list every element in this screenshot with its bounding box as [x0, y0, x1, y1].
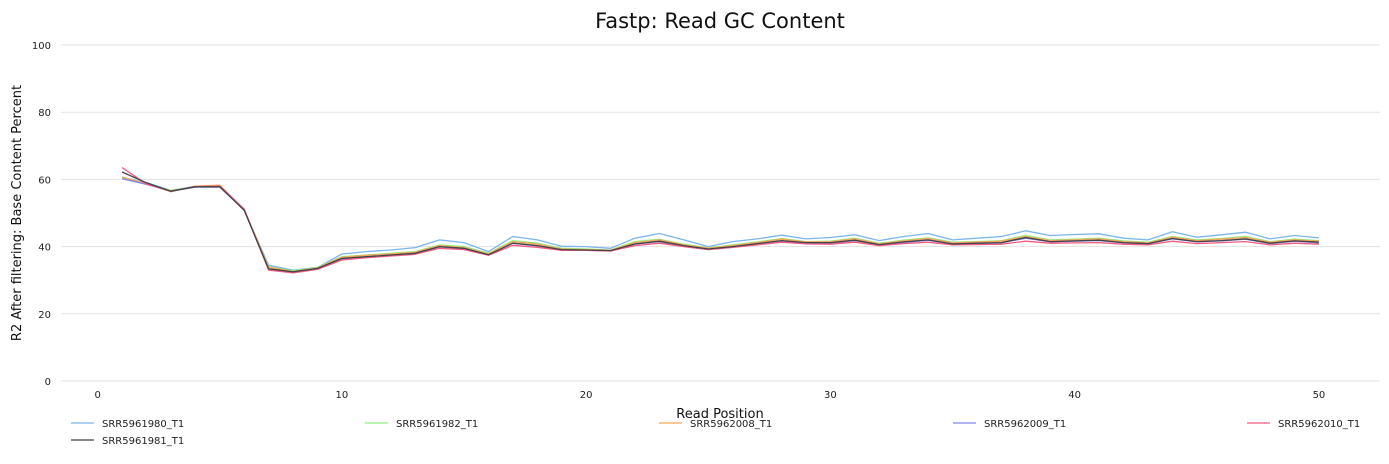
chart-title: Fastp: Read GC Content	[595, 9, 845, 33]
legend-label: SRR5962008_T1	[690, 419, 772, 430]
y-tick-label: 0	[45, 377, 51, 388]
series-line-srr5962010_t1	[121, 167, 1319, 274]
x-tick-label: 20	[580, 390, 593, 401]
y-tick-label: 40	[38, 243, 51, 254]
series-line-srr5961982_t1	[121, 177, 1319, 272]
y-axis-ticks: 0 20 40 60 80 100	[32, 41, 51, 388]
y-axis-title: R2 After filtering: Base Content Percent	[10, 85, 25, 341]
y-tick-label: 20	[38, 310, 51, 321]
legend-label: SRR5962009_T1	[984, 419, 1066, 430]
legend-item: SRR5961982_T1	[365, 419, 478, 430]
legend-item: SRR5962010_T1	[1247, 419, 1360, 430]
series-line-srr5961980_t1	[121, 176, 1319, 271]
legend-item: SRR5961981_T1	[71, 436, 184, 447]
x-axis-ticks: 0 10 20 30 40 50	[94, 390, 1325, 401]
y-tick-label: 60	[38, 175, 51, 186]
series-line-srr5961981_t1	[121, 171, 1319, 273]
legend-item: SRR5962009_T1	[953, 419, 1066, 430]
legend-label: SRR5961982_T1	[396, 419, 478, 430]
legend-item: SRR5962008_T1	[659, 419, 772, 430]
legend: SRR5961980_T1 SRR5961982_T1 SRR5962008_T1 S…	[71, 419, 1360, 447]
grid-lines	[61, 44, 1380, 382]
x-axis-title: Read Position	[676, 407, 763, 422]
legend-item: SRR5961980_T1	[71, 419, 184, 430]
x-tick-label: 50	[1313, 390, 1326, 401]
series-line-srr5962008_t1	[121, 176, 1319, 273]
x-tick-label: 40	[1068, 390, 1081, 401]
series-lines	[121, 167, 1319, 274]
x-tick-label: 30	[824, 390, 837, 401]
y-tick-label: 80	[38, 108, 51, 119]
legend-label: SRR5962010_T1	[1278, 419, 1360, 430]
x-tick-label: 0	[94, 390, 100, 401]
legend-label: SRR5961981_T1	[102, 436, 184, 447]
y-tick-label: 100	[32, 41, 51, 52]
legend-label: SRR5961980_T1	[102, 419, 184, 430]
x-tick-label: 10	[336, 390, 349, 401]
series-line-srr5962009_t1	[121, 178, 1319, 274]
